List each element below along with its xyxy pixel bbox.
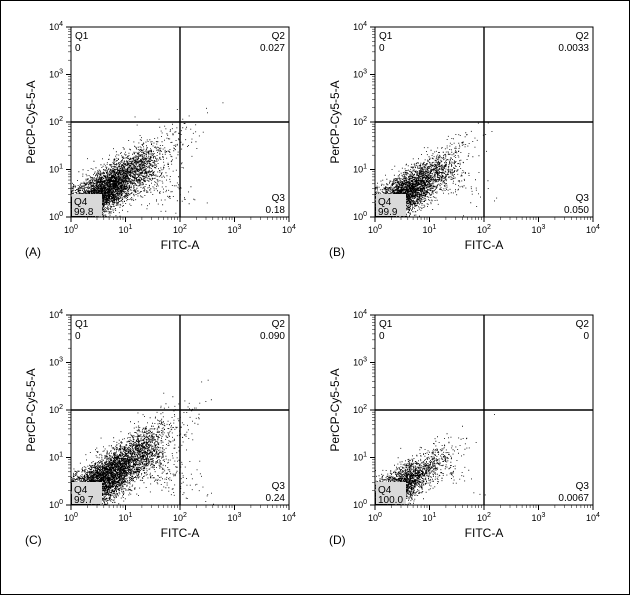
svg-text:104: 104 xyxy=(49,21,63,32)
svg-text:102: 102 xyxy=(353,116,367,127)
q3-name-C: Q3 xyxy=(272,481,286,492)
q2-value-C: 0.090 xyxy=(260,331,285,342)
svg-text:103: 103 xyxy=(49,69,63,80)
svg-text:102: 102 xyxy=(173,512,187,523)
svg-text:104: 104 xyxy=(586,224,600,235)
svg-text:100: 100 xyxy=(64,512,78,523)
panel-label-B: (B) xyxy=(329,245,345,259)
q2-name-A: Q2 xyxy=(272,31,286,42)
q2-name-C: Q2 xyxy=(272,319,286,330)
q2-name-B: Q2 xyxy=(576,31,590,42)
svg-text:103: 103 xyxy=(228,224,242,235)
svg-text:104: 104 xyxy=(49,309,63,320)
svg-text:100: 100 xyxy=(353,211,367,222)
svg-text:103: 103 xyxy=(532,512,546,523)
panel-B: Q10Q20.0033Q30.050Q499.91001001011011021… xyxy=(323,15,603,265)
y-axis-label: PerCP-Cy5-5-A xyxy=(24,368,38,451)
q4-value-C: 99.7 xyxy=(74,495,94,506)
x-axis-label: FITC-A xyxy=(161,526,200,540)
q3-value-C: 0.24 xyxy=(266,493,286,504)
y-axis-label: PerCP-Cy5-5-A xyxy=(328,80,342,163)
svg-text:103: 103 xyxy=(532,224,546,235)
svg-text:104: 104 xyxy=(353,21,367,32)
panel-label-A: (A) xyxy=(25,245,41,259)
q3-value-D: 0.0067 xyxy=(558,493,589,504)
q1-name-B: Q1 xyxy=(379,31,393,42)
x-axis-label: FITC-A xyxy=(465,238,504,252)
panel-C: Q10Q20.090Q30.24Q499.7100100101101102102… xyxy=(19,303,299,553)
q1-name-A: Q1 xyxy=(75,31,89,42)
q3-value-A: 0.18 xyxy=(266,205,286,216)
svg-text:101: 101 xyxy=(423,224,437,235)
q3-name-D: Q3 xyxy=(576,481,590,492)
svg-text:102: 102 xyxy=(477,512,491,523)
x-axis-label: FITC-A xyxy=(161,238,200,252)
svg-text:103: 103 xyxy=(49,357,63,368)
svg-text:103: 103 xyxy=(353,357,367,368)
panel-label-D: (D) xyxy=(329,533,346,547)
svg-text:100: 100 xyxy=(64,224,78,235)
svg-text:104: 104 xyxy=(282,512,296,523)
svg-text:100: 100 xyxy=(368,512,382,523)
q3-name-A: Q3 xyxy=(272,193,286,204)
panel-A: Q10Q20.027Q30.18Q499.8100100101101102102… xyxy=(19,15,299,265)
svg-text:102: 102 xyxy=(173,224,187,235)
q1-value-B: 0 xyxy=(379,43,385,54)
svg-text:102: 102 xyxy=(477,224,491,235)
svg-text:102: 102 xyxy=(353,404,367,415)
q3-value-B: 0.050 xyxy=(564,205,589,216)
svg-text:104: 104 xyxy=(282,224,296,235)
svg-text:101: 101 xyxy=(119,224,133,235)
figure-container: Q10Q20.027Q30.18Q499.8100100101101102102… xyxy=(0,0,630,595)
svg-text:101: 101 xyxy=(423,512,437,523)
svg-text:100: 100 xyxy=(353,499,367,510)
q3-name-B: Q3 xyxy=(576,193,590,204)
q1-name-D: Q1 xyxy=(379,319,393,330)
q1-name-C: Q1 xyxy=(75,319,89,330)
q2-name-D: Q2 xyxy=(576,319,590,330)
svg-text:100: 100 xyxy=(49,211,63,222)
svg-text:102: 102 xyxy=(49,116,63,127)
svg-text:100: 100 xyxy=(368,224,382,235)
q2-value-A: 0.027 xyxy=(260,43,285,54)
q1-value-A: 0 xyxy=(75,43,81,54)
y-axis-label: PerCP-Cy5-5-A xyxy=(24,80,38,163)
q4-value-A: 99.8 xyxy=(74,207,94,218)
panel-label-C: (C) xyxy=(25,533,42,547)
svg-text:101: 101 xyxy=(49,164,63,175)
q4-value-D: 100.0 xyxy=(378,495,403,506)
q2-value-D: 0 xyxy=(583,331,589,342)
svg-text:101: 101 xyxy=(119,512,133,523)
x-axis-label: FITC-A xyxy=(465,526,504,540)
q4-value-B: 99.9 xyxy=(378,207,398,218)
q1-value-D: 0 xyxy=(379,331,385,342)
panel-D: Q10Q20Q30.0067Q4100.01001001011011021021… xyxy=(323,303,603,553)
svg-text:101: 101 xyxy=(353,452,367,463)
q2-value-B: 0.0033 xyxy=(558,43,589,54)
svg-text:102: 102 xyxy=(49,404,63,415)
svg-text:101: 101 xyxy=(49,452,63,463)
svg-text:101: 101 xyxy=(353,164,367,175)
svg-text:104: 104 xyxy=(353,309,367,320)
svg-text:100: 100 xyxy=(49,499,63,510)
svg-text:103: 103 xyxy=(228,512,242,523)
q1-value-C: 0 xyxy=(75,331,81,342)
y-axis-label: PerCP-Cy5-5-A xyxy=(328,368,342,451)
svg-text:103: 103 xyxy=(353,69,367,80)
svg-text:104: 104 xyxy=(586,512,600,523)
